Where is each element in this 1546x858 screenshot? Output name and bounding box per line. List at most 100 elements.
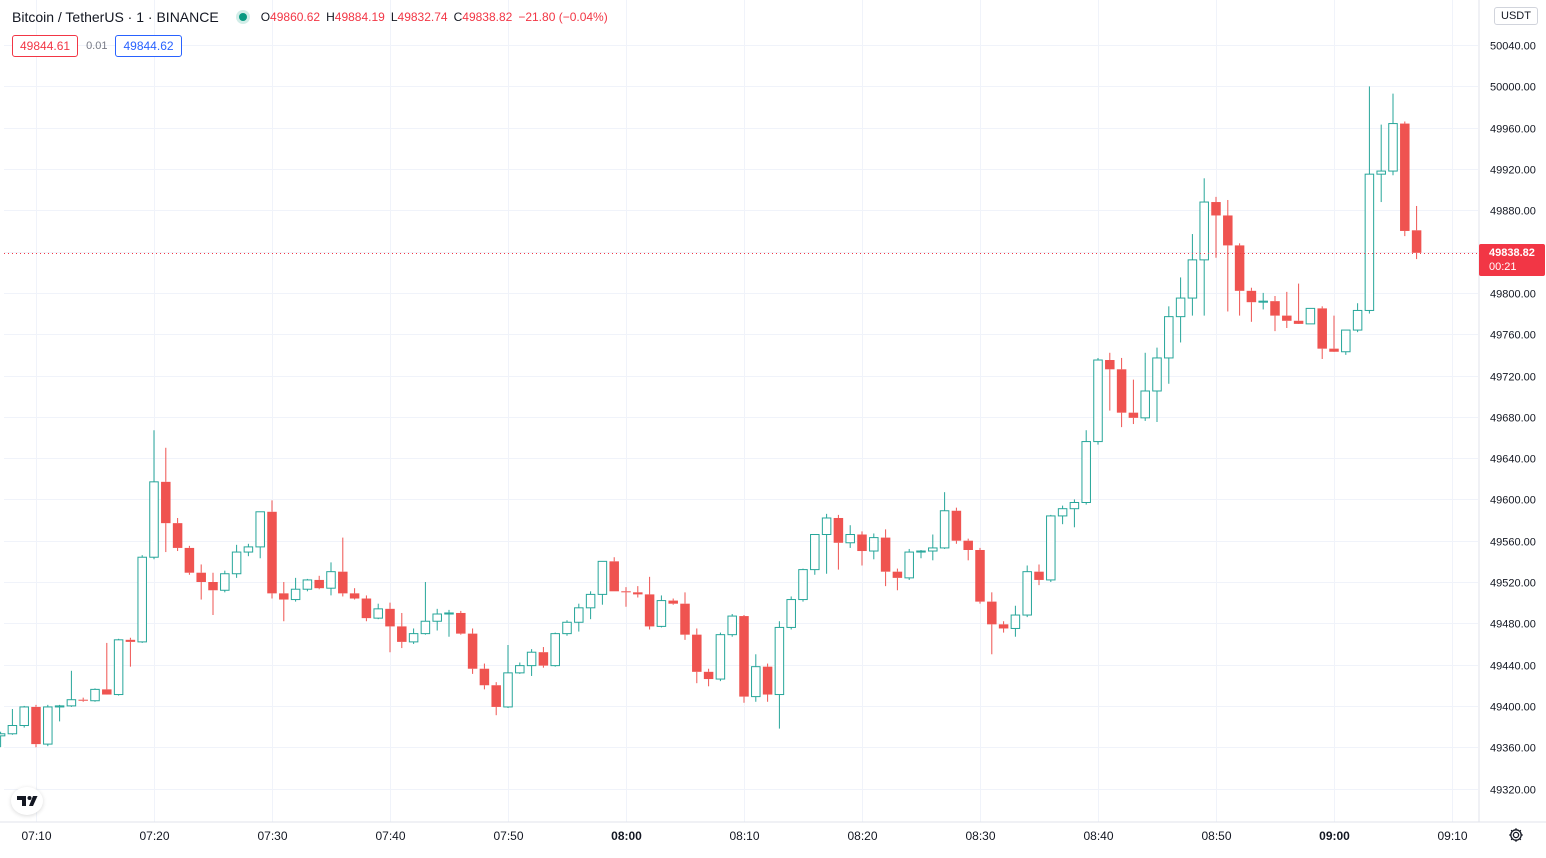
candle bbox=[880, 529, 891, 587]
candle bbox=[762, 663, 773, 702]
candle bbox=[786, 596, 796, 630]
candle bbox=[1046, 514, 1056, 582]
symbol-title[interactable]: Bitcoin / TetherUS · 1 · BINANCE bbox=[12, 9, 219, 25]
candle bbox=[491, 682, 501, 716]
candle-body-up bbox=[1057, 508, 1068, 517]
candle-body-up bbox=[1093, 359, 1103, 443]
candle-body-up bbox=[585, 593, 596, 609]
candle bbox=[998, 621, 1009, 633]
gear-glyph bbox=[1509, 828, 1523, 842]
tradingview-logo-glyph bbox=[17, 796, 38, 806]
candle-body-up bbox=[66, 699, 77, 707]
candle-body-down bbox=[963, 540, 973, 550]
candle bbox=[928, 534, 938, 561]
price-tick-label: 49360.00 bbox=[1490, 743, 1536, 755]
candle-body-up bbox=[727, 615, 737, 636]
ohlc-open: O49860.62 bbox=[261, 10, 320, 24]
ohlc-change: −21.80 (−0.04%) bbox=[518, 10, 608, 24]
candle-body-down bbox=[125, 639, 136, 642]
candle bbox=[1234, 243, 1245, 316]
candle bbox=[739, 615, 749, 703]
candle-body-down bbox=[1246, 290, 1257, 303]
candle bbox=[1376, 124, 1386, 203]
candle bbox=[1317, 306, 1327, 359]
candle bbox=[916, 549, 926, 559]
candle-body-up bbox=[810, 534, 820, 571]
candle bbox=[1270, 295, 1280, 332]
candle bbox=[31, 704, 41, 748]
ohlc-open-key: O bbox=[260, 10, 271, 24]
candle bbox=[54, 704, 65, 722]
gear-icon[interactable] bbox=[1507, 826, 1525, 844]
candle bbox=[338, 537, 348, 597]
candle bbox=[892, 568, 903, 591]
price-tick-label: 49680.00 bbox=[1490, 413, 1536, 425]
candle bbox=[1282, 291, 1292, 329]
candle-body-down bbox=[1411, 230, 1422, 253]
candle bbox=[609, 557, 619, 592]
time-tick-label: 09:10 bbox=[1437, 829, 1467, 843]
candle-body-down bbox=[668, 600, 678, 604]
candle bbox=[621, 587, 631, 607]
candle-body-down bbox=[1329, 348, 1339, 352]
candle-body-up bbox=[149, 481, 159, 558]
candle bbox=[1246, 287, 1257, 322]
candle bbox=[562, 620, 572, 636]
candle-body-up bbox=[0, 733, 6, 737]
candle bbox=[987, 592, 997, 655]
candle bbox=[102, 642, 112, 695]
price-tick-label: 49920.00 bbox=[1490, 165, 1536, 177]
candle bbox=[1081, 430, 1091, 505]
candle-body-down bbox=[833, 517, 844, 543]
candle bbox=[1140, 352, 1150, 421]
candle-body-down bbox=[1293, 320, 1304, 324]
candle-body-down bbox=[491, 685, 501, 707]
candle-body-up bbox=[1187, 259, 1198, 299]
buy-price-button[interactable]: 49844.62 bbox=[115, 35, 182, 57]
bar-countdown: 00:21 bbox=[1489, 260, 1517, 273]
sell-price-button[interactable]: 49844.61 bbox=[12, 35, 79, 57]
candle-body-up bbox=[43, 706, 53, 745]
ohlc-low: L49832.74 bbox=[391, 10, 448, 24]
price-tick-label: 49640.00 bbox=[1490, 454, 1536, 466]
time-tick-label: 08:50 bbox=[1201, 829, 1231, 843]
tradingview-logo-icon[interactable] bbox=[11, 787, 43, 815]
candle bbox=[1152, 347, 1162, 422]
price-tick-label: 49440.00 bbox=[1490, 661, 1536, 673]
candle-body-up bbox=[845, 534, 855, 544]
candle-body-up bbox=[515, 665, 525, 674]
candle bbox=[149, 430, 159, 560]
candle bbox=[326, 562, 336, 596]
candle bbox=[574, 603, 584, 632]
time-tick-label: 08:30 bbox=[965, 829, 995, 843]
candle-body-up bbox=[302, 579, 313, 590]
price-tick-label: 49720.00 bbox=[1490, 372, 1536, 384]
price-tick-label: 49880.00 bbox=[1490, 206, 1536, 218]
candle bbox=[538, 647, 549, 668]
candle-body-down bbox=[1223, 215, 1233, 246]
candle-body-down bbox=[456, 612, 466, 634]
price-tick-label: 49600.00 bbox=[1490, 495, 1536, 507]
candle bbox=[869, 533, 879, 560]
candle-body-up bbox=[751, 666, 761, 698]
candle-body-down bbox=[1211, 202, 1221, 216]
candle bbox=[680, 592, 690, 640]
candle-body-down bbox=[951, 510, 962, 541]
candle bbox=[1199, 178, 1209, 316]
candle-body-up bbox=[798, 569, 808, 601]
candle bbox=[220, 570, 230, 593]
candle bbox=[78, 697, 88, 702]
candle bbox=[172, 517, 183, 552]
currency-button[interactable]: USDT bbox=[1494, 7, 1538, 25]
candle bbox=[656, 595, 667, 628]
candle-body-down bbox=[361, 598, 372, 619]
candle-body-up bbox=[928, 547, 938, 552]
candle-body-down bbox=[78, 699, 88, 701]
candle-body-down bbox=[609, 561, 619, 592]
candle-body-up bbox=[420, 620, 431, 635]
ohlc-close: C49838.82 bbox=[454, 10, 513, 24]
candle-body-down bbox=[1105, 360, 1115, 370]
